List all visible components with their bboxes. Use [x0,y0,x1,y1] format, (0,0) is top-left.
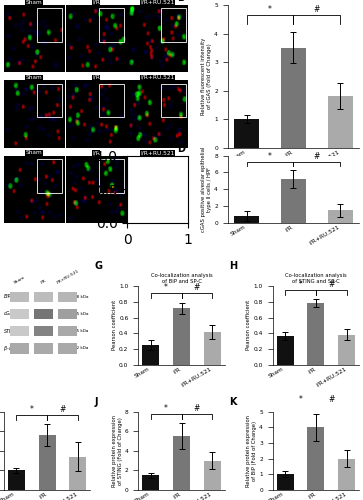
Bar [142,345,159,364]
Y-axis label: Pearson coefficient: Pearson coefficient [246,300,252,350]
Title: Sham: Sham [26,150,42,156]
Text: #: # [59,405,66,414]
Y-axis label: Relative fluorescent intensity
of cGAS (Fold of Change): Relative fluorescent intensity of cGAS (… [201,38,212,115]
Bar [8,470,25,490]
Text: D: D [178,144,185,154]
FancyBboxPatch shape [10,326,29,336]
Y-axis label: STING/SP-C/DAPI: STING/SP-C/DAPI [0,98,1,130]
Title: I/R: I/R [92,75,100,80]
Title: I/R+RU.521: I/R+RU.521 [140,0,175,4]
Title: I/R+RU.521: I/R+RU.521 [140,75,175,80]
Bar [161,8,186,42]
Text: #: # [314,4,320,14]
Text: K: K [229,398,237,407]
Bar [142,476,159,490]
Title: Sham: Sham [26,75,42,80]
Bar [281,179,306,223]
Text: H: H [229,261,237,271]
Title: I/R+RU.521: I/R+RU.521 [140,150,175,156]
Text: J: J [95,398,98,407]
Text: *: * [299,280,302,289]
Text: G: G [95,261,103,271]
Bar [204,460,221,490]
Text: *: * [299,395,302,404]
Bar [161,159,186,192]
Y-axis label: Pearson coefficient: Pearson coefficient [112,300,117,350]
Bar [234,119,260,148]
Text: STING: STING [4,328,18,334]
Title: I/R: I/R [92,150,100,156]
FancyBboxPatch shape [10,292,29,302]
Text: *: * [164,284,168,292]
Bar [327,210,354,223]
Y-axis label: BiP/SP-C/DAPI: BiP/SP-C/DAPI [0,176,1,203]
FancyBboxPatch shape [10,344,29,353]
FancyBboxPatch shape [58,344,77,353]
Y-axis label: Relative protein expression
of STING (Fold of Change): Relative protein expression of STING (Fo… [112,415,123,487]
Text: #: # [194,284,200,292]
Title: Co-localization analysis
of STING and SP-C: Co-localization analysis of STING and SP… [285,273,347,284]
FancyBboxPatch shape [34,292,53,302]
FancyBboxPatch shape [34,344,53,353]
Text: #: # [328,395,335,404]
Bar [338,335,355,364]
Bar [277,336,294,364]
Title: Sham: Sham [26,0,42,4]
Bar [338,458,355,490]
Bar [37,159,62,192]
Text: β-actin: β-actin [4,346,20,351]
Text: 45 kDa: 45 kDa [74,329,89,333]
Text: #: # [314,152,320,161]
Bar [161,84,186,117]
Text: 25μm: 25μm [168,212,179,216]
Text: *: * [268,4,272,14]
Bar [99,159,125,192]
Text: Sham: Sham [13,275,25,284]
Text: cGAS: cGAS [4,312,16,316]
FancyBboxPatch shape [10,309,29,319]
Bar [234,216,260,223]
Text: B: B [178,0,185,2]
Text: BiP: BiP [4,294,11,299]
Bar [173,436,190,490]
Bar [69,456,86,490]
Bar [38,435,56,490]
Text: 78 kDa: 78 kDa [74,294,89,298]
Y-axis label: cGAS positive alveolar epithelial
type II cells / HPF: cGAS positive alveolar epithelial type I… [201,146,212,232]
Bar [281,48,306,148]
Title: I/R: I/R [92,0,100,4]
Bar [307,428,325,490]
Y-axis label: cGAS/SP-C/DAPI: cGAS/SP-C/DAPI [0,24,1,54]
Bar [307,304,325,364]
Bar [204,332,221,364]
Bar [99,84,125,117]
Text: 55 kDa: 55 kDa [74,312,89,316]
Text: #: # [194,404,200,413]
Text: *: * [30,405,33,414]
FancyBboxPatch shape [34,309,53,319]
Text: 42 kDa: 42 kDa [74,346,89,350]
Bar [277,474,294,490]
Text: I/R+RU.521: I/R+RU.521 [56,268,80,284]
Bar [99,8,125,42]
Bar [173,308,190,364]
Bar [37,84,62,117]
FancyBboxPatch shape [58,309,77,319]
Text: *: * [164,404,168,413]
Text: #: # [328,280,335,289]
Title: Co-localization analysis
of BiP and SP-C: Co-localization analysis of BiP and SP-C [151,273,212,284]
FancyBboxPatch shape [58,326,77,336]
Bar [327,96,354,148]
FancyBboxPatch shape [58,292,77,302]
Text: *: * [268,152,272,161]
FancyBboxPatch shape [34,326,53,336]
Y-axis label: Relative protein expression
of BiP (Fold of Change): Relative protein expression of BiP (Fold… [246,415,257,487]
Text: I/R: I/R [40,278,47,284]
Bar [37,8,62,42]
